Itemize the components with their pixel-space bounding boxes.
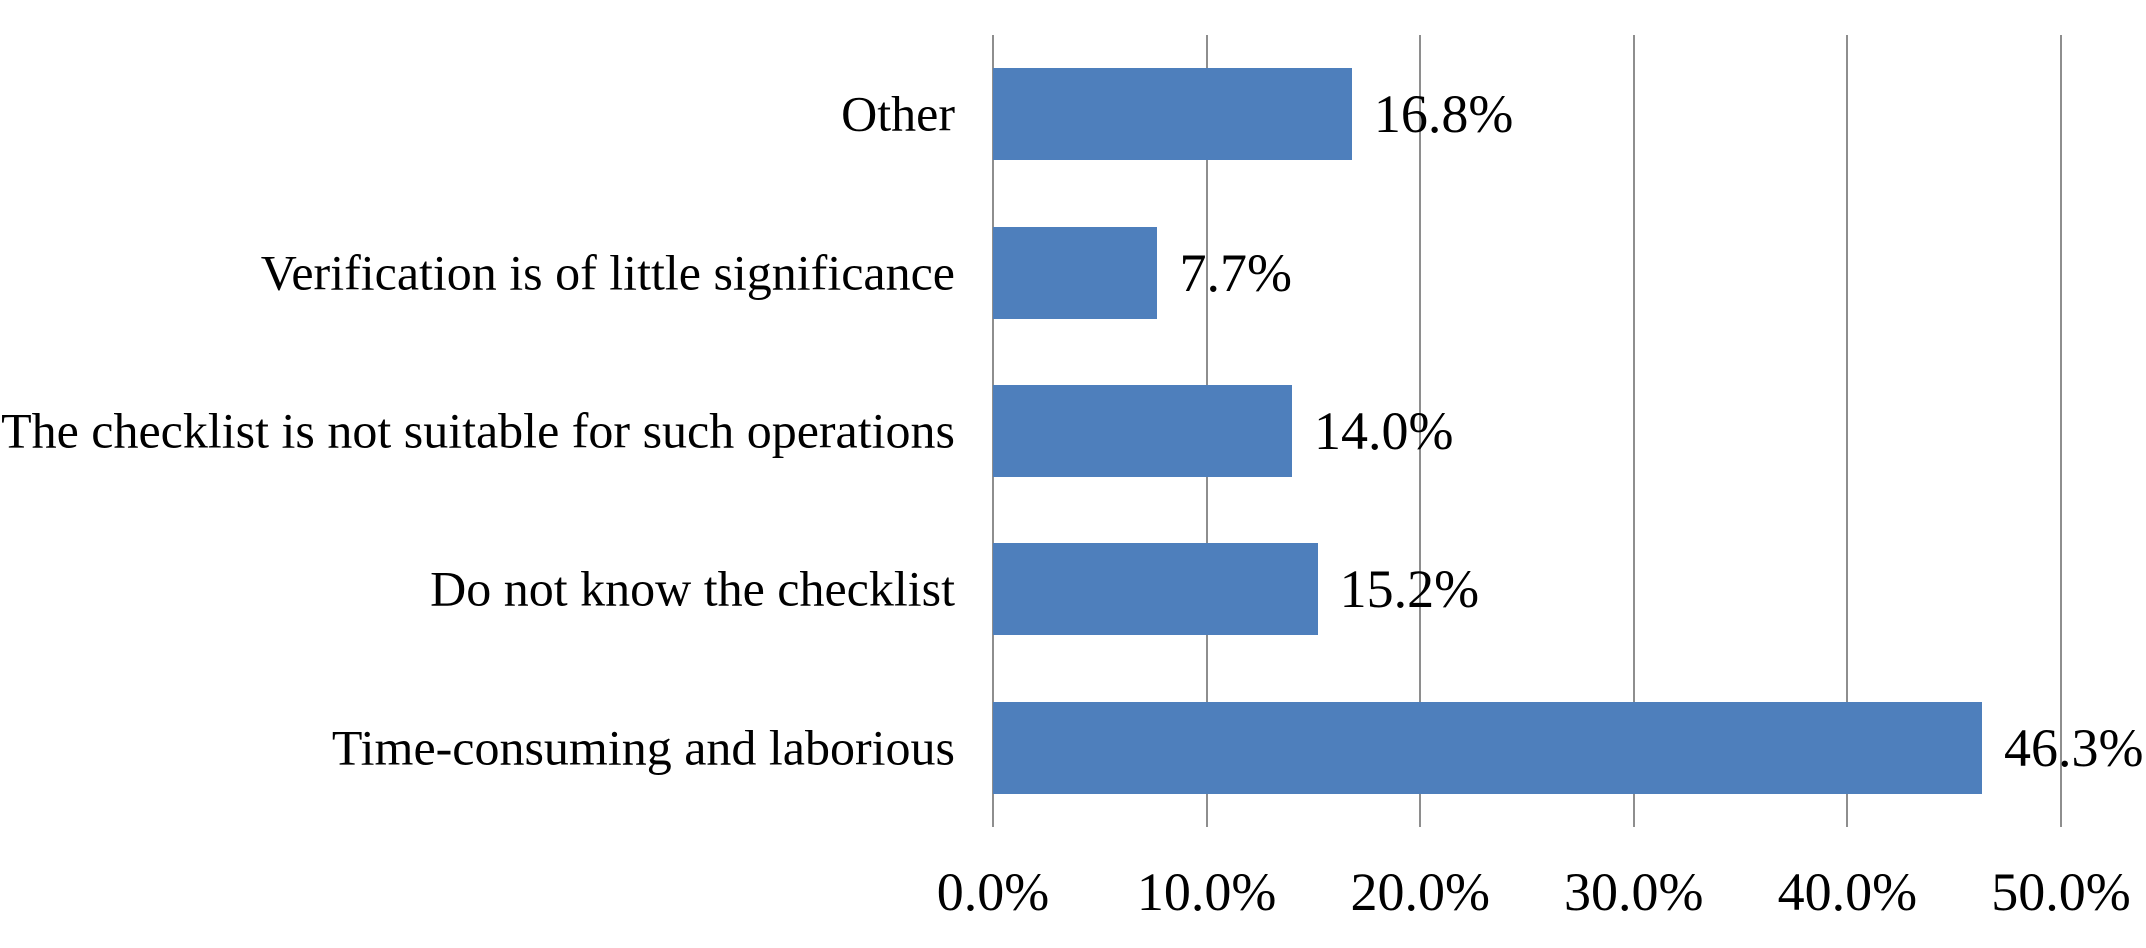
x-tick-label: 50.0% (1991, 862, 2131, 922)
category-label: The checklist is not suitable for such o… (1, 402, 955, 459)
bar-row: 16.8% (993, 68, 2061, 161)
x-tick-label: 0.0% (936, 862, 1050, 922)
bar-2 (993, 385, 1293, 477)
value-label: 15.2% (1339, 559, 1480, 620)
bar-4 (993, 701, 1982, 794)
value-label: 16.8% (1373, 84, 1514, 145)
bar-row: 46.3% (993, 701, 2143, 794)
x-tick-label: 30.0% (1564, 862, 1704, 922)
x-tick-label: 20.0% (1350, 862, 1490, 922)
bar-0 (993, 68, 1352, 161)
category-label: Time-consuming and laborious (331, 719, 955, 776)
value-label: 14.0% (1314, 401, 1454, 461)
value-label: 7.7% (1179, 242, 1292, 303)
gridline-50 (2060, 35, 2062, 827)
bar-3 (993, 543, 1318, 636)
plot-area: 16.8% 7.7% 14.0% 15.2% 46.3% (992, 35, 2143, 827)
category-label: Do not know the checklist (430, 560, 955, 617)
x-tick-label: 10.0% (1136, 862, 1277, 922)
bar-1 (993, 226, 1158, 319)
gridline-40 (1846, 35, 1849, 827)
category-label: Verification is of little significance (260, 243, 955, 300)
category-label: Other (841, 85, 955, 142)
bar-row: 15.2% (993, 543, 2061, 636)
bar-row: 14.0% (993, 385, 2061, 477)
gridline-30 (1632, 35, 1635, 827)
x-tick-label: 40.0% (1777, 862, 1918, 922)
gridline-20 (1419, 35, 1422, 827)
bar-row: 7.7% (993, 226, 2061, 319)
value-label: 46.3% (2003, 717, 2144, 778)
